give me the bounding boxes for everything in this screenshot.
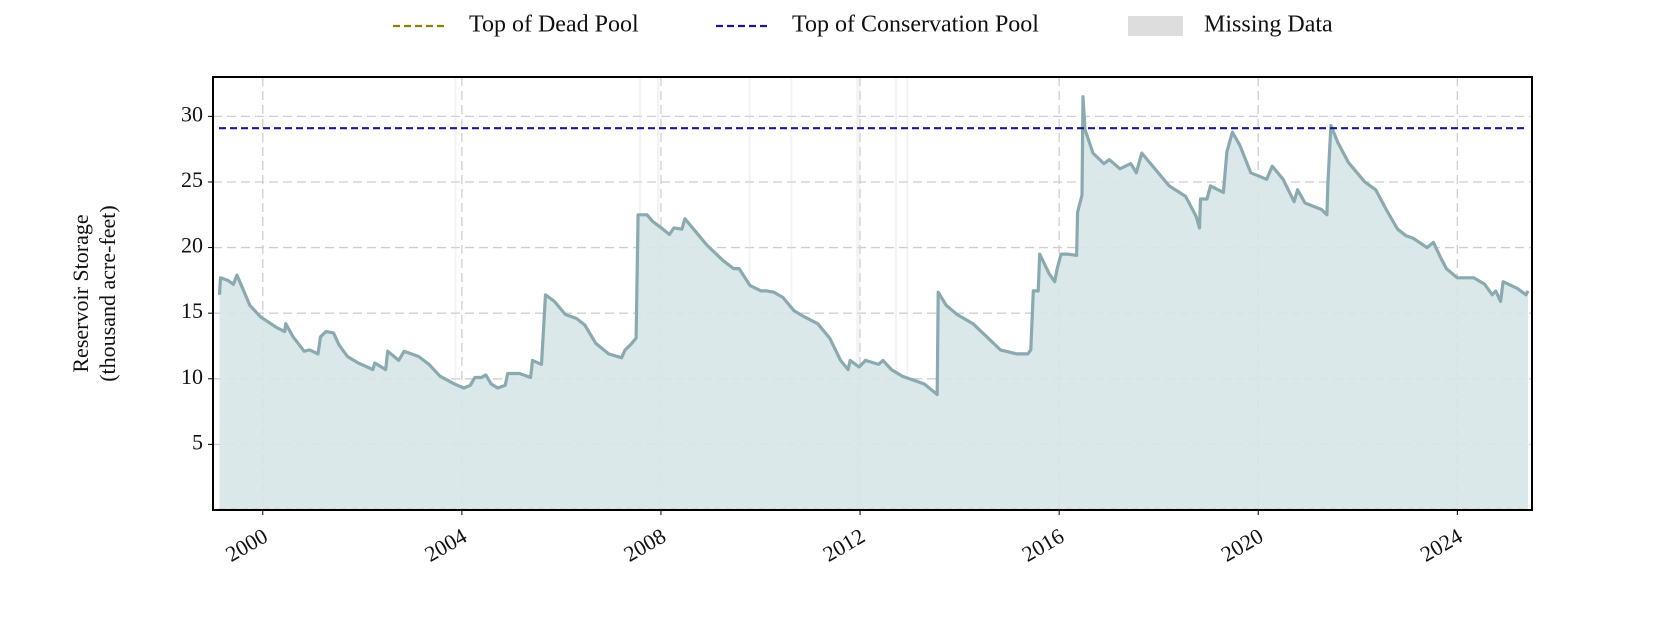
legend-label: Top of Dead Pool [469, 12, 639, 38]
y-tick-label: 30 [181, 101, 203, 126]
x-tick-label: 2020 [1217, 523, 1268, 567]
y-tick-label: 20 [181, 233, 203, 258]
x-tick-label: 2016 [1018, 523, 1069, 567]
x-tick-label: 2008 [619, 523, 670, 567]
line [217, 95, 1530, 397]
x-tick-label: 2024 [1416, 523, 1467, 567]
y-tick-label: 15 [181, 298, 203, 323]
legend-label: Top of Conservation Pool [792, 12, 1039, 38]
x-tick-label: 2004 [420, 523, 471, 567]
y-tick-label: 5 [192, 429, 203, 454]
y-axis-label: Reservoir Storage(thousand acre-feet) [68, 205, 120, 382]
x-tick-label: 2012 [818, 523, 869, 567]
legend-swatch [1128, 16, 1183, 36]
y-tick-label: 10 [181, 364, 203, 389]
missing-band [790, 77, 793, 510]
legend-label: Missing Data [1204, 12, 1333, 38]
x-tick-label: 2000 [221, 523, 272, 567]
missing-band [454, 77, 457, 510]
missing-band [894, 77, 897, 510]
y-axis-label-line: Reservoir Storage [68, 214, 93, 372]
y-axis-label-line: (thousand acre-feet) [95, 205, 120, 382]
y-tick-label: 25 [181, 167, 203, 192]
missing-band [856, 77, 861, 510]
area [219, 96, 1529, 510]
missing-band [906, 77, 909, 510]
plot-frame [212, 76, 1533, 511]
